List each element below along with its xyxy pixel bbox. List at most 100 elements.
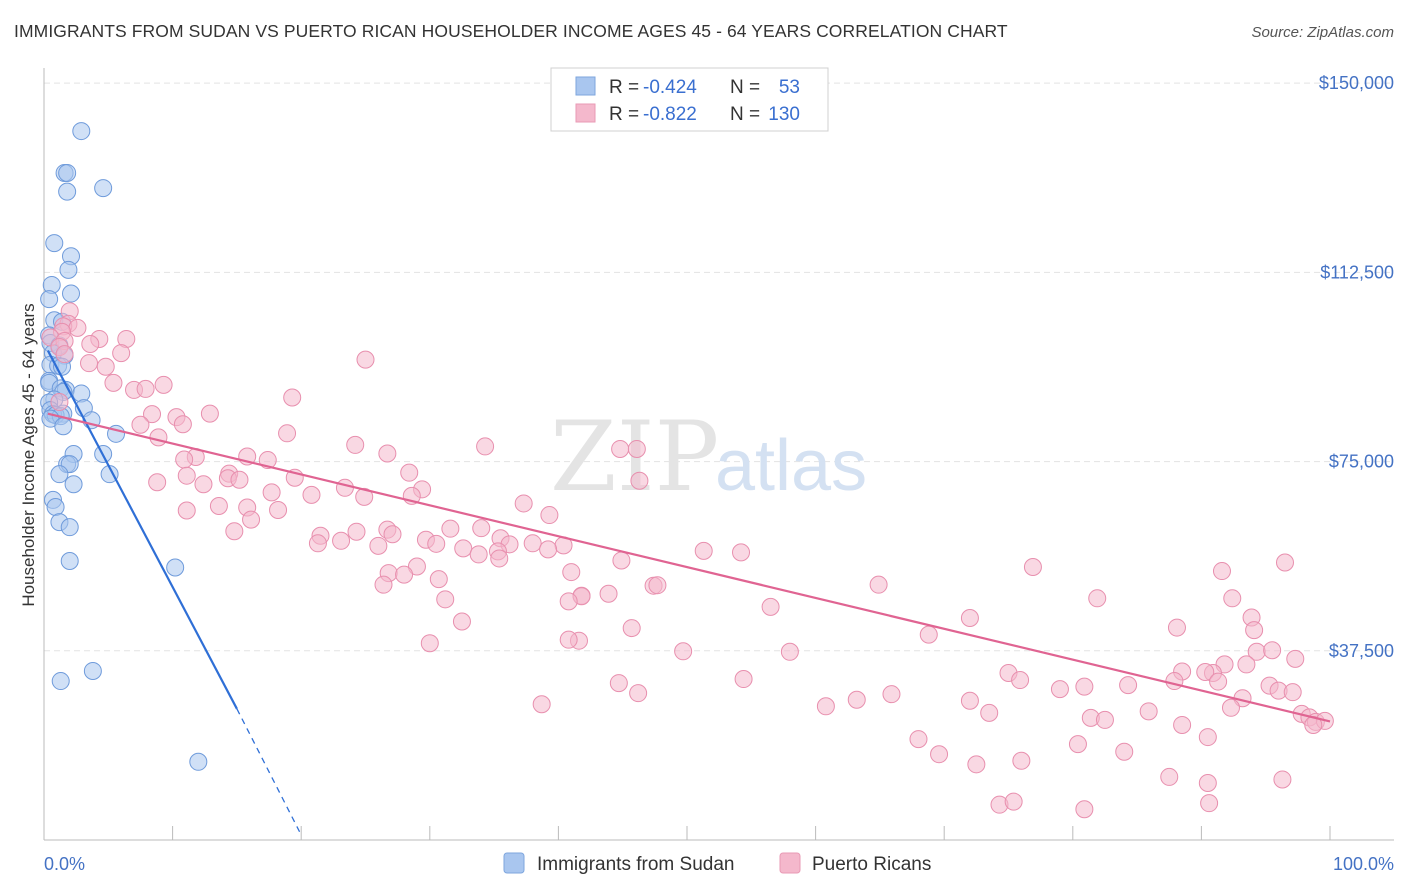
data-point xyxy=(960,691,979,710)
data-point xyxy=(46,497,65,516)
data-point xyxy=(262,483,281,502)
data-point xyxy=(1223,589,1242,608)
data-point xyxy=(175,450,194,469)
data-point xyxy=(80,354,99,373)
data-point xyxy=(242,510,261,529)
data-point xyxy=(189,752,208,771)
data-point xyxy=(1196,662,1215,681)
data-point xyxy=(1088,589,1107,608)
data-point xyxy=(302,485,321,504)
data-point xyxy=(62,284,81,303)
data-point xyxy=(1068,735,1087,754)
data-point xyxy=(539,540,558,559)
data-point xyxy=(1212,562,1231,581)
data-point xyxy=(694,541,713,560)
trend-line-puerto-ricans xyxy=(47,412,1331,723)
data-point xyxy=(72,384,91,403)
data-point xyxy=(1283,683,1302,702)
data-point xyxy=(136,379,155,398)
data-point xyxy=(629,684,648,703)
y-tick-label: $150,000 xyxy=(1319,73,1394,93)
data-point xyxy=(1119,676,1138,695)
data-point xyxy=(148,473,167,492)
data-point xyxy=(177,501,196,520)
legend-bottom-label-sudan: Immigrants from Sudan xyxy=(537,854,734,875)
data-point xyxy=(1004,792,1023,811)
legend-r-value-sudan: -0.424 xyxy=(643,77,697,98)
data-point xyxy=(532,695,551,714)
y-tick-label: $75,000 xyxy=(1329,452,1394,472)
data-point xyxy=(50,465,69,484)
watermark: ZIP atlas xyxy=(550,401,867,513)
data-point xyxy=(1012,751,1031,770)
data-point xyxy=(173,415,192,434)
trend-lines xyxy=(46,350,1331,836)
data-point xyxy=(609,674,628,693)
data-point xyxy=(869,575,888,594)
data-point xyxy=(58,163,77,182)
data-point xyxy=(60,518,79,537)
source-label: Source: ZipAtlas.com xyxy=(1251,24,1394,41)
data-point xyxy=(383,525,402,544)
data-point xyxy=(96,357,115,376)
data-point xyxy=(50,393,69,412)
axes xyxy=(43,68,1394,841)
data-point xyxy=(308,534,327,553)
data-point xyxy=(395,565,414,584)
data-point xyxy=(627,439,646,458)
data-point xyxy=(919,625,938,644)
data-point xyxy=(1160,767,1179,786)
data-point xyxy=(472,519,491,538)
data-point xyxy=(1173,715,1192,734)
data-point xyxy=(40,290,59,309)
y-tick-labels: $37,500 $75,000 $112,500 $150,000 xyxy=(1319,73,1394,661)
data-point xyxy=(490,549,509,568)
legend-r-label-puerto-ricans: R = xyxy=(609,104,639,125)
data-point xyxy=(51,672,70,691)
data-point xyxy=(847,690,866,709)
data-point xyxy=(104,373,123,392)
data-point xyxy=(612,551,631,570)
legend-n-label-sudan: N = xyxy=(730,77,760,98)
y-tick-label: $37,500 xyxy=(1329,641,1394,661)
data-point xyxy=(1075,800,1094,819)
data-point xyxy=(378,444,397,463)
data-point xyxy=(1209,672,1228,691)
series-puerto-ricans xyxy=(41,302,1334,819)
data-point xyxy=(1198,728,1217,747)
data-point xyxy=(1115,742,1134,761)
data-point xyxy=(1221,698,1240,717)
data-point xyxy=(194,475,213,494)
data-point xyxy=(1237,655,1256,674)
data-point xyxy=(441,519,460,538)
data-point xyxy=(94,179,113,198)
data-point xyxy=(83,661,102,680)
legend-n-value-sudan: 53 xyxy=(779,77,800,98)
data-point xyxy=(454,539,473,558)
data-point xyxy=(355,487,374,506)
data-point xyxy=(611,439,630,458)
data-point xyxy=(1165,672,1184,691)
data-point xyxy=(562,563,581,582)
data-point xyxy=(622,619,641,638)
trend-line-sudan xyxy=(46,350,238,710)
data-point xyxy=(674,642,693,661)
data-point xyxy=(420,634,439,653)
data-point xyxy=(154,375,173,394)
legend-box xyxy=(550,67,829,132)
x-tick-marks xyxy=(172,826,1331,840)
data-point xyxy=(1273,770,1292,789)
data-point xyxy=(1167,618,1186,637)
y-axis-title: Householder Income Ages 45 - 64 years xyxy=(19,303,38,606)
data-point xyxy=(1286,649,1305,668)
data-point xyxy=(131,415,150,434)
data-point xyxy=(68,318,87,337)
data-point xyxy=(54,417,73,436)
data-point xyxy=(559,630,578,649)
data-point xyxy=(429,570,448,589)
data-point xyxy=(346,435,365,454)
legend-r-label-sudan: R = xyxy=(609,77,639,98)
data-point xyxy=(734,670,753,689)
data-point xyxy=(347,522,366,541)
